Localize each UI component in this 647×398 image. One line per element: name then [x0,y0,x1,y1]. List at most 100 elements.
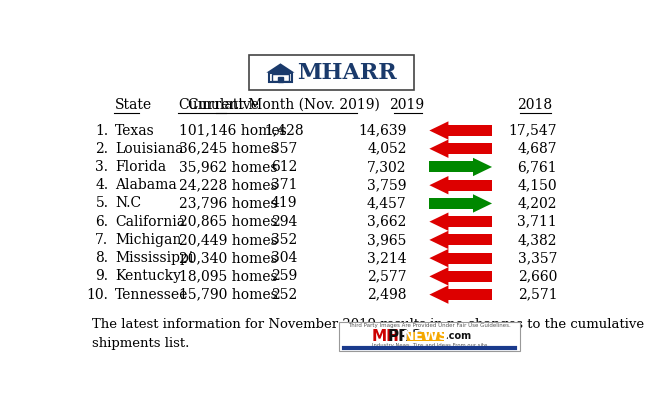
Text: PRO: PRO [388,329,424,344]
Text: 20,865 homes: 20,865 homes [179,215,277,229]
Bar [339,322,520,351]
Text: Mississippi: Mississippi [115,251,193,265]
Bar [407,332,444,341]
Bar [272,74,289,81]
Text: 3.: 3. [96,160,109,174]
Text: Texas: Texas [115,123,155,137]
Text: 4,382: 4,382 [518,233,557,247]
Text: 2,577: 2,577 [367,269,407,283]
Text: 4,457: 4,457 [367,197,407,211]
Text: 357: 357 [270,142,297,156]
Polygon shape [430,267,448,286]
Text: 35,962 homes: 35,962 homes [179,160,277,174]
Text: 7,302: 7,302 [367,160,407,174]
Bar [249,55,414,90]
Text: 36,245 homes: 36,245 homes [179,142,278,156]
Polygon shape [473,194,492,213]
Text: 294: 294 [270,215,297,229]
Text: Cumulative: Cumulative [179,98,259,111]
Text: 2,660: 2,660 [518,269,557,283]
Text: 612: 612 [270,160,297,174]
Text: 304: 304 [270,251,297,265]
Text: 3,357: 3,357 [518,251,557,265]
Text: 6,761: 6,761 [518,160,557,174]
Text: 17,547: 17,547 [509,123,557,137]
Text: 3,662: 3,662 [367,215,407,229]
Text: Third Party Images Are Provided Under Fair Use Guidelines.: Third Party Images Are Provided Under Fa… [348,323,510,328]
Polygon shape [430,231,448,249]
Text: NEWS: NEWS [402,330,449,343]
Text: MHARR: MHARR [297,62,397,84]
Bar [278,77,283,82]
Text: 7.: 7. [95,233,109,247]
Text: 2.: 2. [96,142,109,156]
Text: 20,449 homes: 20,449 homes [179,233,278,247]
Bar [430,162,473,172]
Text: 15,790 homes: 15,790 homes [179,288,278,302]
Bar [448,253,492,263]
Polygon shape [430,121,448,140]
Text: Kentucky: Kentucky [115,269,181,283]
Text: 24,228 homes: 24,228 homes [179,178,278,192]
Text: 4,150: 4,150 [518,178,557,192]
Text: 1.: 1. [95,123,109,137]
Text: The latest information for November 2019 results in no changes to the cumulative: The latest information for November 2019… [92,318,647,350]
Polygon shape [430,285,448,304]
Text: 23,796 homes: 23,796 homes [179,197,278,211]
Text: Michigan: Michigan [115,233,181,247]
Text: 3,214: 3,214 [367,251,407,265]
Text: 352: 352 [271,233,297,247]
Text: 6.: 6. [96,215,109,229]
Text: Tennessee: Tennessee [115,288,188,302]
Text: 3,759: 3,759 [367,178,407,192]
Text: 14,639: 14,639 [358,123,407,137]
Text: 5.: 5. [96,197,109,211]
Polygon shape [430,140,448,158]
Bar [430,198,473,209]
Text: .com: .com [445,332,472,341]
Bar [448,216,492,227]
Bar [448,289,492,300]
Text: 259: 259 [271,269,297,283]
Text: 8.: 8. [96,251,109,265]
Text: 20,340 homes: 20,340 homes [179,251,278,265]
Text: 3,965: 3,965 [367,233,407,247]
Text: State: State [115,98,152,111]
Polygon shape [430,176,448,194]
Text: Florida: Florida [115,160,166,174]
Text: Alabama: Alabama [115,178,177,192]
Text: Current Month (Nov. 2019): Current Month (Nov. 2019) [188,98,380,111]
Bar [448,179,492,191]
Text: 4.: 4. [95,178,109,192]
Text: 2018: 2018 [517,98,553,111]
Text: 101,146 homes: 101,146 homes [179,123,287,137]
Bar [448,125,492,136]
Text: MH: MH [371,329,400,344]
Text: 2019: 2019 [389,98,424,111]
Bar [269,73,292,82]
Text: 4,202: 4,202 [518,197,557,211]
Text: 18,095 homes: 18,095 homes [179,269,278,283]
Text: Louisiana: Louisiana [115,142,184,156]
Text: 10.: 10. [87,288,109,302]
Text: N.C: N.C [115,197,141,211]
Bar [448,143,492,154]
Polygon shape [267,63,294,73]
Bar [448,234,492,246]
Text: 4,687: 4,687 [518,142,557,156]
Text: 9.: 9. [96,269,109,283]
Text: 3,711: 3,711 [518,215,557,229]
Text: 2,498: 2,498 [367,288,407,302]
Text: 371: 371 [270,178,297,192]
Text: 419: 419 [270,197,297,211]
Text: 252: 252 [271,288,297,302]
Text: California: California [115,215,185,229]
Polygon shape [473,158,492,176]
Text: 4,052: 4,052 [367,142,407,156]
Text: 1,428: 1,428 [264,123,303,137]
Text: 2,571: 2,571 [518,288,557,302]
Bar [448,271,492,282]
Polygon shape [430,213,448,231]
Polygon shape [430,249,448,267]
Text: Industry News, Tips and Ideas From our site: Industry News, Tips and Ideas From our s… [371,343,487,347]
